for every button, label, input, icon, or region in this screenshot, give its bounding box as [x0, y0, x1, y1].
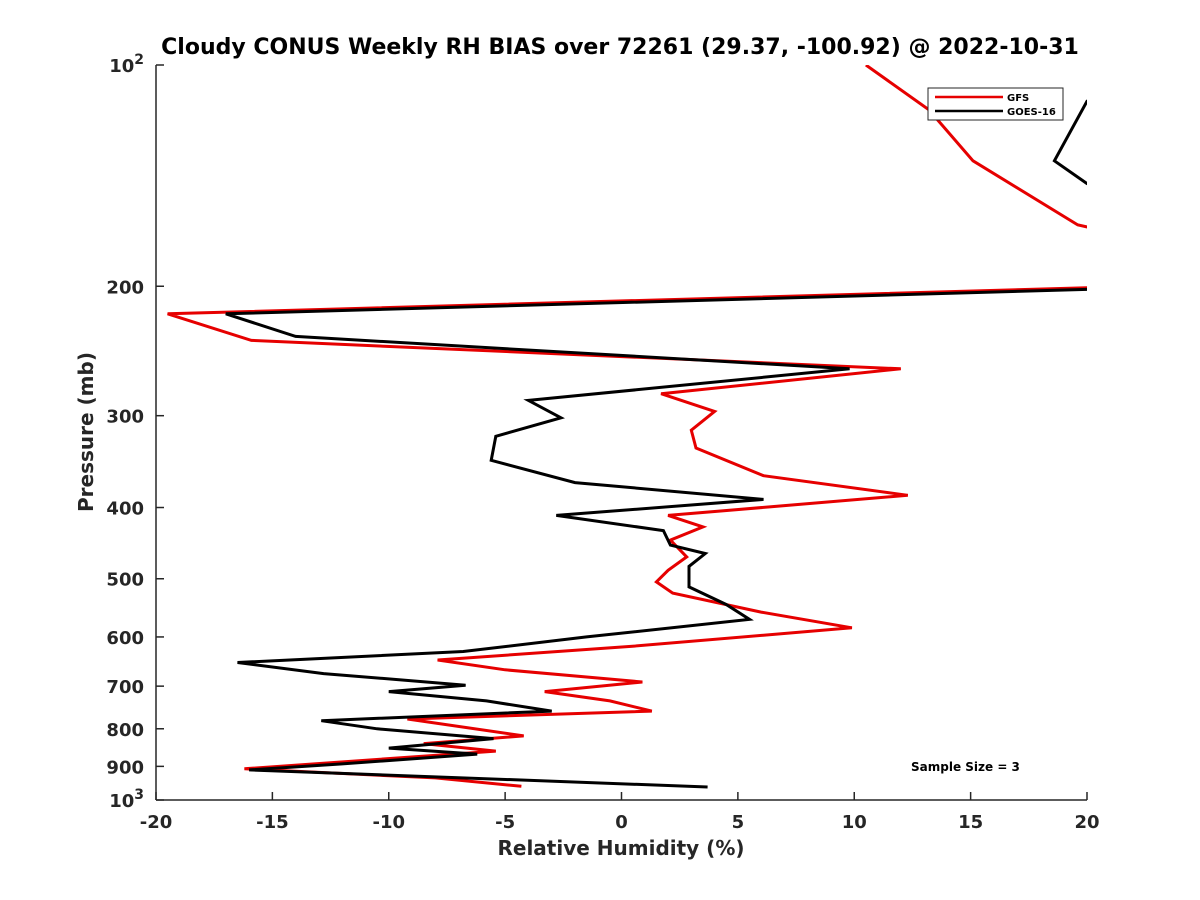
y-tick-label: 200 — [106, 277, 144, 298]
y-tick-label: 700 — [106, 677, 144, 698]
y-tick-label: 300 — [106, 407, 144, 428]
chart-title: Cloudy CONUS Weekly RH BIAS over 72261 (… — [161, 35, 1079, 60]
y-tick-label: 400 — [106, 499, 144, 520]
y-tick-base: 10 — [109, 791, 134, 812]
series-line-goes16 — [225, 99, 1087, 789]
legend-box — [927, 87, 1064, 121]
legend-label-goes16: GOES-16 — [1007, 107, 1056, 118]
x-tick-label: 10 — [842, 812, 867, 833]
y-tick-exponent: 2 — [134, 52, 144, 68]
y-tick-label: 103 — [109, 787, 144, 812]
legend: GFS GOES-16 — [927, 87, 1064, 121]
x-axis-label: Relative Humidity (%) — [497, 836, 744, 860]
x-tick-label: -20 — [140, 812, 173, 833]
y-tick-label: 102 — [109, 52, 144, 77]
y-tick-label: 600 — [106, 628, 144, 649]
x-tick-label: -5 — [495, 812, 515, 833]
y-tick-exponent: 3 — [134, 787, 144, 803]
x-tick-label: 15 — [958, 812, 983, 833]
y-tick-label: 500 — [106, 570, 144, 591]
y-tick-label: 900 — [106, 757, 144, 778]
y-axis-label: Pressure (mb) — [74, 352, 98, 512]
plot-area-lines — [167, 65, 1087, 789]
x-tick-label: -15 — [256, 812, 289, 833]
x-tick-label: 5 — [732, 812, 745, 833]
series-line-gfs — [167, 65, 1087, 788]
x-axis-ticks: -20 -15 -10 -5 0 5 10 15 20 — [140, 792, 1100, 833]
sample-size-annotation: Sample Size = 3 — [911, 760, 1020, 774]
x-tick-label: 20 — [1074, 812, 1099, 833]
y-tick-base: 10 — [109, 56, 134, 77]
y-tick-label: 800 — [106, 720, 144, 741]
x-tick-label: -10 — [372, 812, 405, 833]
legend-label-gfs: GFS — [1007, 93, 1029, 104]
x-tick-label: 0 — [615, 812, 628, 833]
